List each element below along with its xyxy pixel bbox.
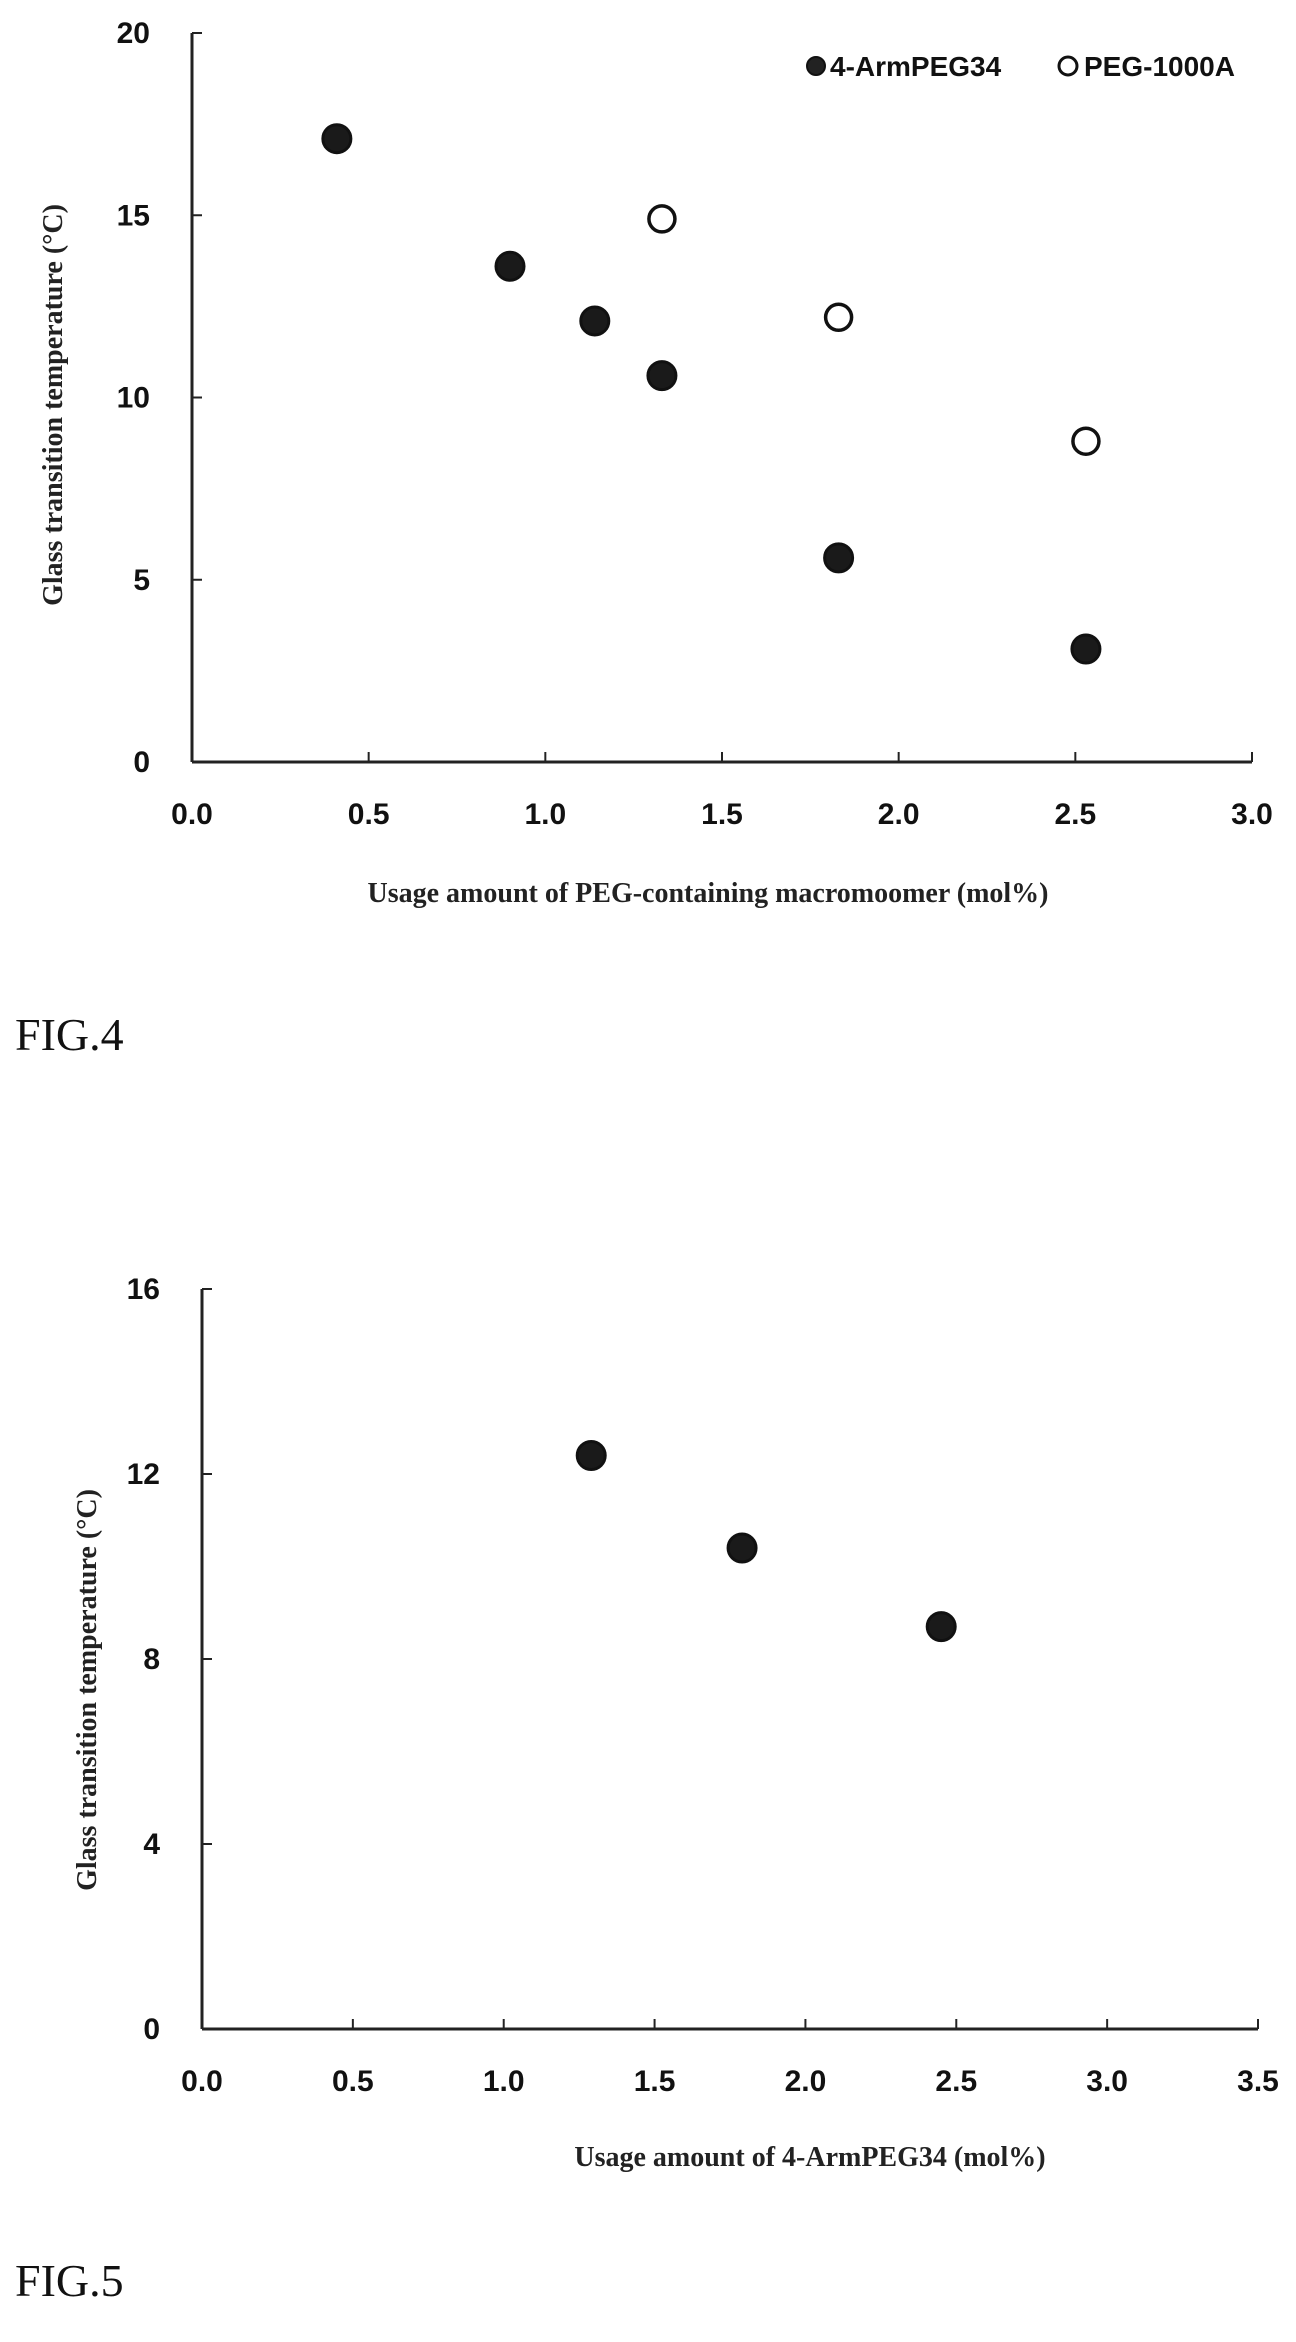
- data-point-filled: [823, 542, 855, 574]
- x-tick-label: 2.5: [935, 2065, 977, 2098]
- fig5-x-ticks: 0.0 0.5 1.0 1.5 2.0 2.5 3.0 3.5: [181, 2019, 1279, 2098]
- y-tick-label: 0: [143, 2013, 160, 2046]
- fig4-legend: 4-ArmPEG34 PEG-1000A: [806, 51, 1235, 82]
- legend-label-series-1: 4-ArmPEG34: [830, 51, 1002, 82]
- fig4-chart: 0.0 0.5 1.0 1.5 2.0 2.5 3.0 0 5 10 15 20 4-ArmPEG3…: [15, 17, 1273, 1060]
- x-tick-label: 1.5: [634, 2065, 676, 2098]
- legend-filled-marker: [806, 56, 826, 76]
- data-point-filled: [579, 305, 611, 337]
- y-tick-label: 20: [117, 17, 150, 50]
- data-point-filled: [1070, 633, 1102, 665]
- x-tick-label: 1.0: [524, 798, 566, 831]
- data-point-open: [823, 302, 854, 333]
- fig5-axes: [200, 1289, 1258, 2031]
- x-tick-label: 2.5: [1054, 798, 1096, 831]
- fig4-y-ticks: 0 5 10 15 20: [117, 17, 202, 779]
- fig5-y-axis-label: Glass transition temperature (°C): [72, 1489, 103, 1891]
- fig5-chart: 0.0 0.5 1.0 1.5 2.0 2.5 3.0 3.5 0 4 8 12 16 Usage a…: [15, 1273, 1279, 2306]
- fig5-x-axis-label: Usage amount of 4-ArmPEG34 (mol%): [574, 2142, 1045, 2173]
- data-point-filled: [321, 123, 353, 155]
- fig4-y-axis-label: Glass transition temperature (°C): [38, 204, 69, 606]
- y-tick-label: 4: [143, 1828, 160, 1861]
- data-point-open: [1071, 426, 1101, 456]
- data-point-filled: [494, 250, 526, 282]
- y-tick-label: 15: [117, 199, 150, 232]
- legend-open-marker: [1057, 55, 1079, 77]
- x-tick-label: 0.0: [171, 798, 213, 831]
- x-tick-label: 0.5: [332, 2065, 374, 2098]
- data-point-filled: [925, 1611, 957, 1643]
- fig4-points: [321, 123, 1102, 665]
- x-tick-label: 1.0: [483, 2065, 525, 2098]
- fig5-y-ticks: 0 4 8 12 16: [127, 1273, 212, 2046]
- x-tick-label: 2.0: [785, 2065, 827, 2098]
- x-tick-label: 0.0: [181, 2065, 223, 2098]
- data-point-filled: [646, 360, 678, 392]
- y-tick-label: 8: [143, 1643, 160, 1676]
- x-tick-label: 0.5: [348, 798, 390, 831]
- x-tick-label: 3.0: [1231, 798, 1273, 831]
- data-point-open: [647, 204, 677, 234]
- x-tick-label: 2.0: [878, 798, 920, 831]
- data-point-filled: [726, 1532, 758, 1564]
- fig4-caption: FIG.4: [15, 1009, 124, 1060]
- y-tick-label: 10: [117, 382, 150, 415]
- fig5-caption: FIG.5: [15, 2255, 124, 2306]
- fig4-x-axis-label: Usage amount of PEG-containing macromoom…: [368, 878, 1049, 909]
- legend-label-series-2: PEG-1000A: [1084, 51, 1235, 82]
- data-point-filled: [575, 1440, 607, 1471]
- y-tick-label: 16: [127, 1273, 160, 1306]
- fig4-x-ticks: 0.0 0.5 1.0 1.5 2.0 2.5 3.0: [171, 752, 1273, 831]
- y-tick-label: 0: [133, 746, 150, 779]
- y-tick-label: 5: [133, 564, 150, 597]
- x-tick-label: 1.5: [701, 798, 743, 831]
- x-tick-label: 3.5: [1237, 2065, 1279, 2098]
- y-tick-label: 12: [127, 1458, 160, 1491]
- fig5-points: [575, 1440, 957, 1643]
- x-tick-label: 3.0: [1086, 2065, 1128, 2098]
